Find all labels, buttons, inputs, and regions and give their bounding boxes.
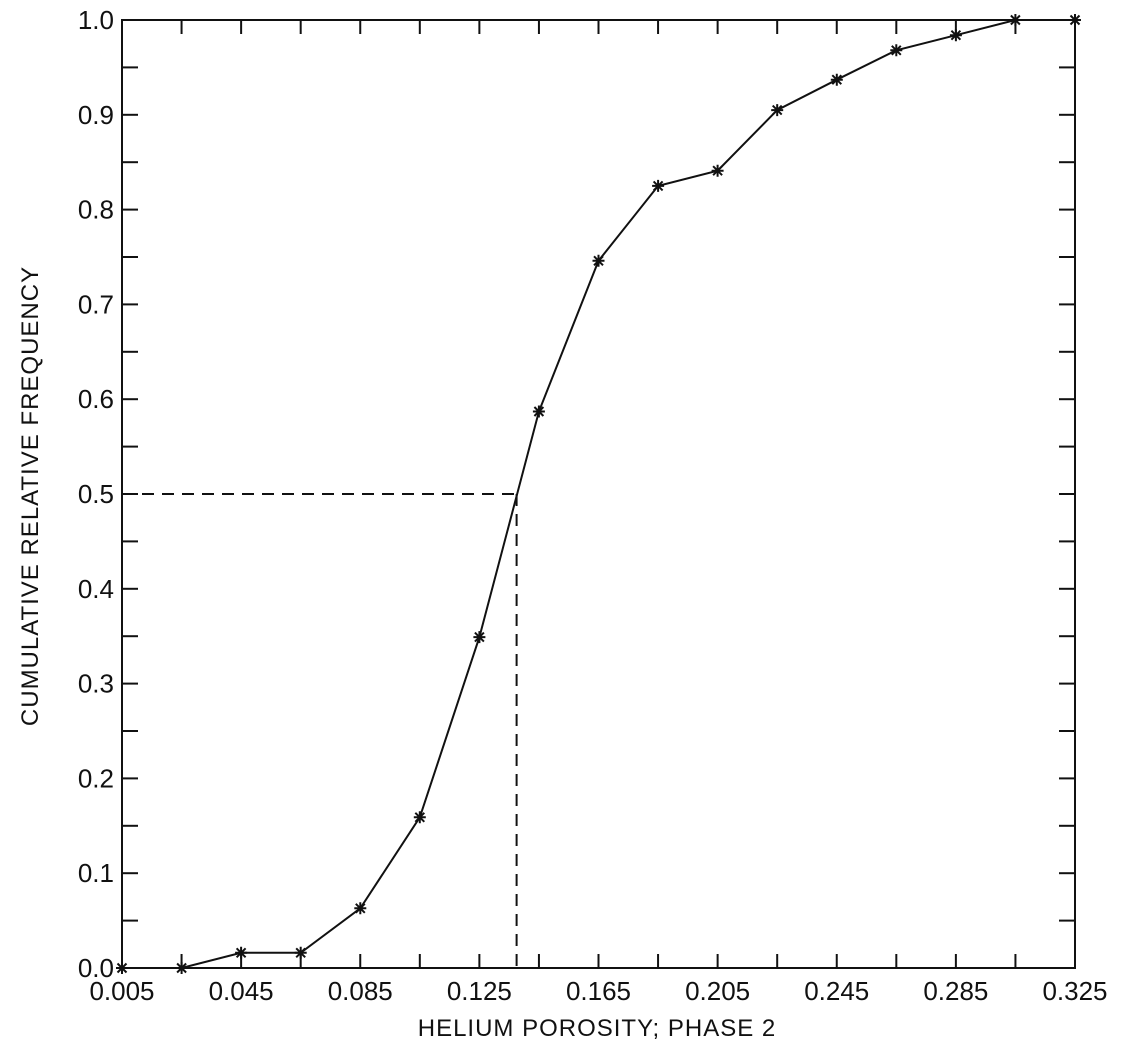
data-point bbox=[711, 164, 724, 177]
data-point bbox=[1069, 14, 1081, 26]
y-tick-label: 0.6 bbox=[78, 384, 114, 414]
x-tick-label: 0.165 bbox=[566, 976, 631, 1006]
data-point bbox=[413, 811, 426, 824]
tick-labels: 0.005 0.045 0.085 0.125 0.165 0.205 0.245 0.285… bbox=[78, 5, 1108, 1006]
data-point bbox=[175, 962, 188, 974]
asterisk-marker bbox=[592, 254, 605, 267]
y-tick-label: 0.4 bbox=[78, 574, 114, 604]
data-point bbox=[890, 44, 903, 57]
y-tick-label: 0.2 bbox=[78, 763, 114, 793]
x-tick-label: 0.325 bbox=[1042, 976, 1107, 1006]
asterisk-marker bbox=[652, 179, 665, 192]
asterisk-marker bbox=[711, 164, 724, 177]
markers-layer bbox=[116, 14, 1081, 974]
x-tick-label: 0.045 bbox=[209, 976, 274, 1006]
data-point bbox=[235, 946, 248, 959]
asterisk-marker bbox=[413, 811, 426, 824]
x-axis-ticks bbox=[121, 20, 1076, 968]
data-point bbox=[532, 405, 545, 418]
asterisk-marker bbox=[1069, 14, 1081, 26]
data-point bbox=[830, 73, 843, 86]
asterisk-marker bbox=[949, 29, 962, 42]
asterisk-marker bbox=[294, 946, 307, 959]
y-tick-label: 0.5 bbox=[78, 479, 114, 509]
y-axis-ticks bbox=[122, 19, 1075, 969]
asterisk-marker bbox=[1009, 14, 1022, 26]
y-tick-label: 0.3 bbox=[78, 669, 114, 699]
data-point bbox=[949, 29, 962, 42]
x-axis-title: HELIUM POROSITY; PHASE 2 bbox=[418, 1015, 777, 1042]
data-point bbox=[473, 631, 486, 644]
y-tick-label: 0.9 bbox=[78, 100, 114, 130]
asterisk-marker bbox=[235, 946, 248, 959]
x-tick-label: 0.125 bbox=[447, 976, 512, 1006]
data-point bbox=[116, 962, 128, 974]
data-point bbox=[1009, 14, 1022, 26]
asterisk-marker bbox=[354, 902, 367, 915]
data-point bbox=[354, 902, 367, 915]
y-tick-label: 1.0 bbox=[78, 5, 114, 35]
asterisk-marker bbox=[175, 962, 188, 974]
y-axis-title: CUMULATIVE RELATIVE FREQUENCY bbox=[17, 266, 44, 726]
asterisk-marker bbox=[890, 44, 903, 57]
asterisk-marker bbox=[830, 73, 843, 86]
median-guides bbox=[122, 493, 518, 968]
asterisk-marker bbox=[771, 104, 784, 117]
y-tick-label: 0.0 bbox=[78, 953, 114, 983]
x-tick-label: 0.245 bbox=[804, 976, 869, 1006]
asterisk-marker bbox=[473, 631, 486, 644]
asterisk-marker bbox=[116, 962, 128, 974]
y-tick-label: 0.7 bbox=[78, 289, 114, 319]
y-tick-label: 0.1 bbox=[78, 858, 114, 888]
data-point bbox=[294, 946, 307, 959]
y-tick-label: 0.8 bbox=[78, 195, 114, 225]
data-point bbox=[592, 254, 605, 267]
x-tick-label: 0.005 bbox=[89, 976, 154, 1006]
asterisk-marker bbox=[532, 405, 545, 418]
x-tick-label: 0.085 bbox=[328, 976, 393, 1006]
data-point bbox=[652, 179, 665, 192]
x-tick-label: 0.205 bbox=[685, 976, 750, 1006]
x-tick-label: 0.285 bbox=[923, 976, 988, 1006]
data-point bbox=[771, 104, 784, 117]
